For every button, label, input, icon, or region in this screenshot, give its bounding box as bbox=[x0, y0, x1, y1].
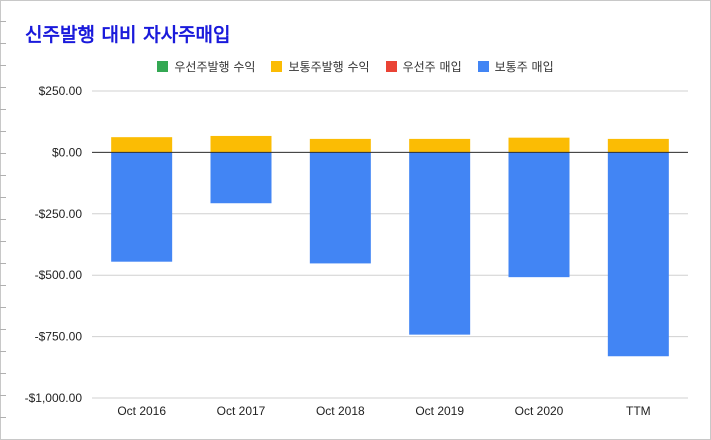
legend-swatch bbox=[477, 61, 489, 72]
legend-label: 보통주 매입 bbox=[494, 60, 554, 74]
x-tick-label: Oct 2020 bbox=[515, 404, 564, 418]
bar[interactable] bbox=[508, 137, 570, 153]
bar[interactable] bbox=[409, 138, 471, 153]
legend-label: 우선주 매입 bbox=[402, 60, 462, 74]
bar[interactable] bbox=[210, 152, 272, 204]
bar[interactable] bbox=[309, 152, 371, 264]
y-tick-label: -$750.00 bbox=[35, 330, 83, 344]
y-tick-label: -$250.00 bbox=[35, 207, 83, 221]
legend-item[interactable]: 우선주발행 수익 bbox=[157, 58, 255, 75]
bar[interactable] bbox=[309, 138, 371, 153]
bar[interactable] bbox=[607, 138, 669, 153]
bar[interactable] bbox=[607, 152, 669, 357]
bar[interactable] bbox=[508, 152, 570, 278]
bar[interactable] bbox=[111, 152, 173, 262]
y-tick-label: -$500.00 bbox=[35, 268, 83, 282]
legend-item[interactable]: 보통주발행 수익 bbox=[271, 58, 370, 75]
legend-label: 우선주발행 수익 bbox=[174, 60, 256, 74]
legend-label: 보통주발행 수익 bbox=[288, 60, 370, 74]
chart-legend: 우선주발행 수익 보통주발행 수익 우선주 매입 보통주 매입 bbox=[0, 58, 711, 75]
x-tick-label: Oct 2019 bbox=[415, 404, 464, 418]
legend-swatch bbox=[385, 61, 397, 72]
bar[interactable] bbox=[210, 135, 272, 153]
x-tick-label: Oct 2017 bbox=[217, 404, 266, 418]
legend-swatch bbox=[271, 61, 283, 72]
y-tick-label: $0.00 bbox=[52, 145, 82, 159]
x-tick-label: Oct 2016 bbox=[117, 404, 166, 418]
x-tick-label: Oct 2018 bbox=[316, 404, 365, 418]
legend-item[interactable]: 우선주 매입 bbox=[385, 58, 462, 75]
y-tick-label: $250.00 bbox=[39, 84, 83, 98]
legend-swatch bbox=[157, 61, 169, 72]
chart-title: 신주발행 대비 자사주매입 bbox=[25, 24, 231, 46]
x-tick-label: TTM bbox=[626, 404, 651, 418]
bar[interactable] bbox=[111, 137, 173, 153]
legend-item[interactable]: 보통주 매입 bbox=[477, 58, 554, 75]
left-edge-marks bbox=[0, 0, 6, 438]
bar[interactable] bbox=[409, 152, 471, 335]
y-tick-label: -$1,000.00 bbox=[25, 391, 83, 405]
